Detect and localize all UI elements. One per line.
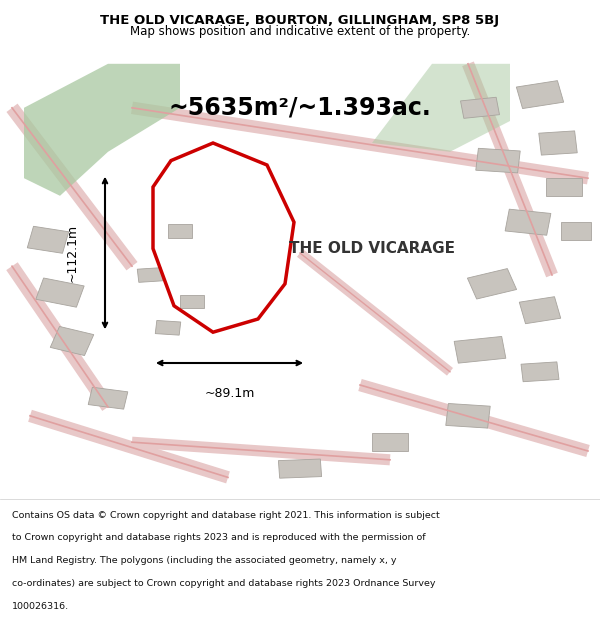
Bar bbox=[467, 269, 517, 299]
Bar bbox=[517, 81, 563, 109]
Text: to Crown copyright and database rights 2023 and is reproduced with the permissio: to Crown copyright and database rights 2… bbox=[12, 533, 425, 542]
Bar bbox=[454, 336, 506, 363]
Bar bbox=[137, 268, 163, 282]
Text: THE OLD VICARAGE: THE OLD VICARAGE bbox=[289, 241, 455, 256]
Bar bbox=[155, 321, 181, 335]
Bar bbox=[446, 404, 490, 428]
Bar bbox=[168, 224, 192, 238]
Polygon shape bbox=[24, 64, 180, 196]
Text: Contains OS data © Crown copyright and database right 2021. This information is : Contains OS data © Crown copyright and d… bbox=[12, 511, 440, 519]
Text: ~89.1m: ~89.1m bbox=[205, 388, 254, 400]
Bar bbox=[27, 226, 69, 253]
Text: HM Land Registry. The polygons (including the associated geometry, namely x, y: HM Land Registry. The polygons (includin… bbox=[12, 556, 397, 565]
Bar bbox=[539, 131, 577, 155]
Text: co-ordinates) are subject to Crown copyright and database rights 2023 Ordnance S: co-ordinates) are subject to Crown copyr… bbox=[12, 579, 436, 588]
Text: Map shows position and indicative extent of the property.: Map shows position and indicative extent… bbox=[130, 26, 470, 39]
Bar bbox=[561, 222, 591, 240]
Polygon shape bbox=[372, 64, 510, 152]
Bar bbox=[476, 148, 520, 173]
Bar bbox=[372, 433, 408, 451]
Bar bbox=[50, 326, 94, 356]
Bar bbox=[180, 295, 204, 308]
Bar bbox=[521, 362, 559, 382]
Bar bbox=[461, 98, 499, 118]
Text: ~112.1m: ~112.1m bbox=[65, 224, 79, 282]
Bar bbox=[88, 388, 128, 409]
Text: ~5635m²/~1.393ac.: ~5635m²/~1.393ac. bbox=[169, 96, 431, 120]
Text: THE OLD VICARAGE, BOURTON, GILLINGHAM, SP8 5BJ: THE OLD VICARAGE, BOURTON, GILLINGHAM, S… bbox=[100, 14, 500, 27]
Bar bbox=[546, 178, 582, 196]
Bar bbox=[278, 459, 322, 478]
Text: 100026316.: 100026316. bbox=[12, 602, 69, 611]
Bar bbox=[519, 297, 561, 324]
Bar bbox=[505, 209, 551, 235]
Bar bbox=[36, 278, 84, 308]
